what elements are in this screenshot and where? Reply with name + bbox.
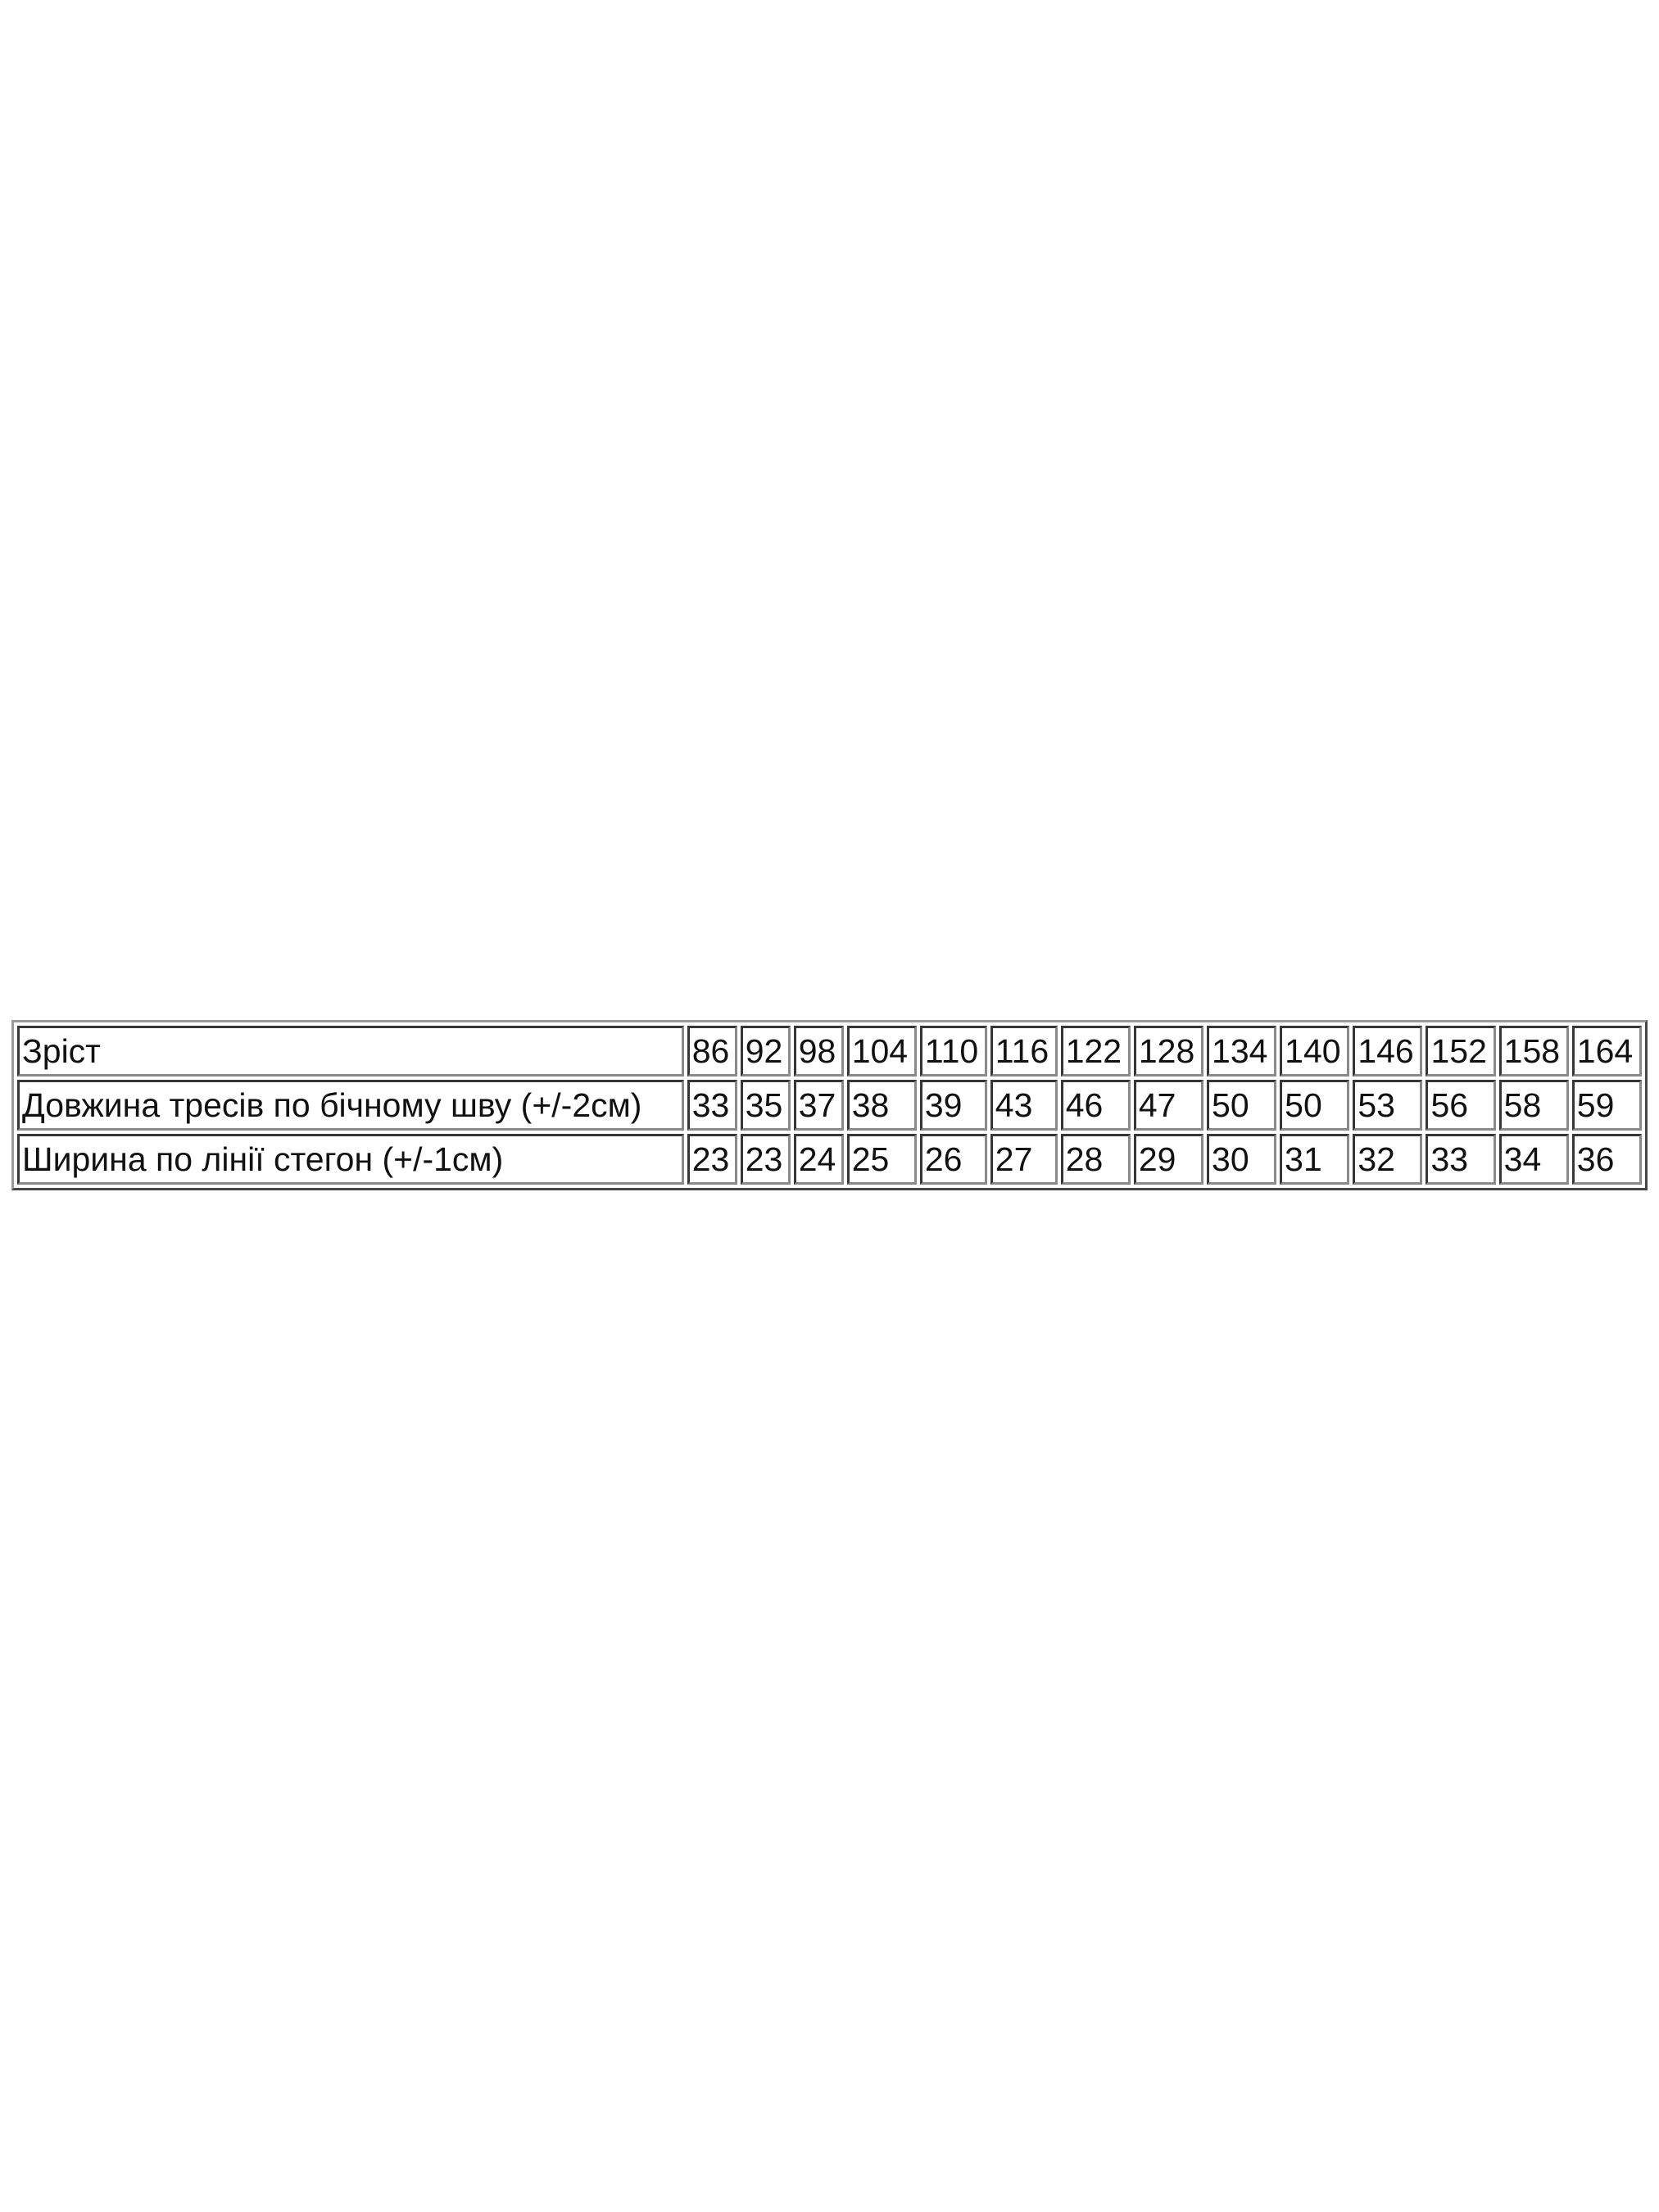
table-row: Довжина тресів по бічному шву (+/-2см) 33… xyxy=(17,1080,1642,1131)
table-cell: 104 xyxy=(846,1026,917,1077)
table-cell: 33 xyxy=(687,1080,737,1131)
table-cell: 134 xyxy=(1207,1026,1277,1077)
table-cell: 33 xyxy=(1426,1134,1496,1185)
table-cell: 50 xyxy=(1207,1080,1277,1131)
table-cell: 56 xyxy=(1426,1080,1496,1131)
table-cell: 31 xyxy=(1280,1134,1350,1185)
table-row: Ширина по лінії стегон (+/-1см) 23 23 24 25 2… xyxy=(17,1134,1642,1185)
table-cell: 39 xyxy=(919,1080,987,1131)
size-chart-table: Зріст 86 92 98 104 110 116 122 128 134 140 146 152 15… xyxy=(11,1020,1648,1190)
table-cell: 98 xyxy=(793,1026,844,1077)
table-row: Зріст 86 92 98 104 110 116 122 128 134 140 146 152 15… xyxy=(17,1026,1642,1077)
table-cell: 25 xyxy=(846,1134,917,1185)
table-cell: 110 xyxy=(919,1026,987,1077)
table-cell: 146 xyxy=(1353,1026,1423,1077)
table-cell: 152 xyxy=(1426,1026,1496,1077)
table-cell: 32 xyxy=(1353,1134,1423,1185)
table-cell: 38 xyxy=(846,1080,917,1131)
row-label: Ширина по лінії стегон (+/-1см) xyxy=(17,1134,684,1185)
table-cell: 29 xyxy=(1133,1134,1204,1185)
table-cell: 37 xyxy=(793,1080,844,1131)
table-cell: 43 xyxy=(990,1080,1058,1131)
table-cell: 128 xyxy=(1133,1026,1204,1077)
table-cell: 23 xyxy=(687,1134,737,1185)
row-label: Зріст xyxy=(17,1026,684,1077)
table-cell: 35 xyxy=(740,1080,791,1131)
table-cell: 50 xyxy=(1280,1080,1350,1131)
table-cell: 46 xyxy=(1060,1080,1131,1131)
table-cell: 27 xyxy=(990,1134,1058,1185)
table-cell: 164 xyxy=(1571,1026,1642,1077)
table-cell: 28 xyxy=(1060,1134,1131,1185)
table-cell: 36 xyxy=(1571,1134,1642,1185)
table-cell: 26 xyxy=(919,1134,987,1185)
table-cell: 122 xyxy=(1060,1026,1131,1077)
table-cell: 23 xyxy=(740,1134,791,1185)
table-cell: 158 xyxy=(1498,1026,1569,1077)
table-cell: 92 xyxy=(740,1026,791,1077)
row-label: Довжина тресів по бічному шву (+/-2см) xyxy=(17,1080,684,1131)
table-cell: 34 xyxy=(1498,1134,1569,1185)
table-cell: 86 xyxy=(687,1026,737,1077)
table-cell: 53 xyxy=(1353,1080,1423,1131)
table-cell: 140 xyxy=(1280,1026,1350,1077)
table-cell: 30 xyxy=(1207,1134,1277,1185)
table-cell: 47 xyxy=(1133,1080,1204,1131)
table-cell: 58 xyxy=(1498,1080,1569,1131)
table-cell: 59 xyxy=(1571,1080,1642,1131)
table-cell: 116 xyxy=(990,1026,1058,1077)
table-cell: 24 xyxy=(793,1134,844,1185)
